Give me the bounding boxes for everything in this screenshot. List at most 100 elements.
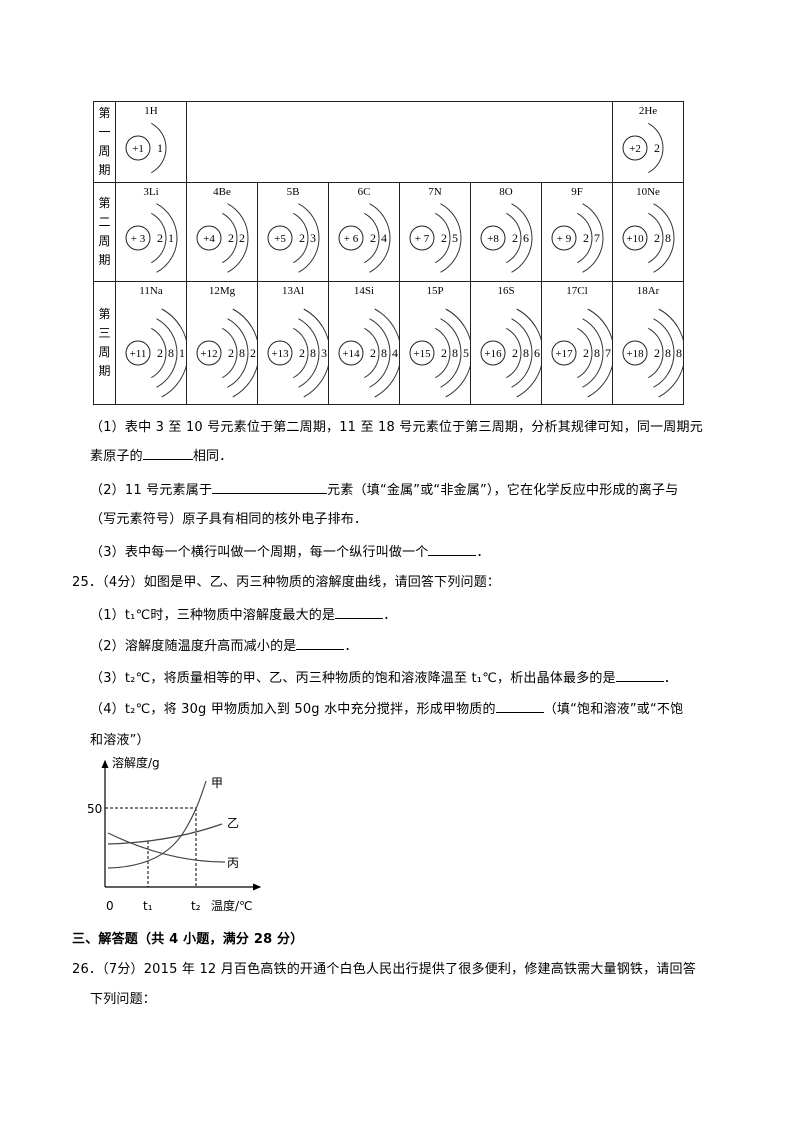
atom-structure-diagram: +2 2 [622,122,664,174]
electron-count: 5 [463,346,469,360]
answer-blank[interactable] [212,480,328,494]
nuclear-charge: + 9 [557,233,572,245]
atom-structure-diagram: +10 2 8 [622,203,675,273]
electron-count: 2 [370,231,376,245]
q25-sub2: （2）溶解度随温度升高而减小的是 ． [90,635,358,654]
element-symbol: 18Ar [636,285,660,297]
element-symbol: 9F [571,186,583,198]
nuclear-charge: +17 [555,348,573,360]
nucleus-circle [409,225,435,251]
electron-count: 8 [168,346,174,360]
answer-blank[interactable] [428,542,477,556]
text: （2）溶解度随温度升高而减小的是 [90,639,297,654]
q24-part1-cont: 素原子的 相同． [90,445,232,464]
element-symbol: 15P [426,285,444,297]
element-cell: 8O +8 2 6 [470,182,542,282]
answer-blank[interactable] [495,699,544,713]
answer-blank[interactable] [335,605,384,619]
char: 三 [98,326,111,340]
nuclear-charge: +10 [626,233,644,245]
period-label-1: 第一周期 [93,101,116,183]
text: 相同． [192,449,233,464]
element-symbol: 1H [144,105,158,117]
nucleus-circle [196,225,222,251]
nuclear-charge: +13 [271,348,289,360]
electron-shell-arc [648,327,664,379]
nucleus-circle [267,340,293,366]
nuclear-charge: +15 [413,348,431,360]
answer-blank[interactable] [615,668,664,682]
element-symbol: 5B [286,186,300,198]
element-cell: 5B +5 2 3 [257,182,329,282]
nucleus-circle [622,225,648,251]
element-symbol: 14Si [353,285,375,297]
char: 周 [98,234,111,248]
label-bing: 丙 [227,856,239,870]
periodic-table: 第一周期 1H +1 1 2He +2 2 第二周期 3Li + 3 2 1 4Be +4 2 2 5B… [93,101,684,405]
char: 第 [98,196,111,210]
element-cell: 4Be +4 2 2 [186,182,258,282]
origin-label: 0 [106,899,114,913]
electron-count: 6 [523,231,529,245]
electron-shell-arc [293,327,309,379]
q25-sub1: （1）t₁℃时，三种物质中溶解度最大的是 ． [90,604,396,623]
electron-shell-arc [222,327,238,379]
nucleus-circle [338,340,364,366]
char: 期 [98,253,111,267]
electron-count: 2 [157,231,163,245]
atom-structure-diagram: +12 2 8 2 [196,308,257,398]
electron-count: 8 [310,346,316,360]
electron-count: 4 [381,231,387,245]
electron-shell-arc [298,203,320,273]
element-cell: 18Ar +18 2 8 8 [612,281,684,405]
electron-shell-arc [298,318,320,388]
atom-structure-diagram: +1 1 [125,122,167,174]
text: （3）表中每一个横行叫做一个周期，每一个纵行叫做一个 [90,545,429,560]
q24-part2: （2）11 号元素属于 元素（填“金属”或“非金属”），它在化学反应中形成的离子与 [90,479,678,498]
electron-shell-arc [516,308,541,398]
solubility-figure: 溶解度/g 50 0 t₁ t₂ 温度/℃ 甲 乙 丙 [87,755,262,913]
nuclear-charge: +18 [626,348,644,360]
electron-shell-arc [506,327,522,379]
electron-count: 7 [594,231,600,245]
label-jia: 甲 [211,776,223,790]
electron-count: 8 [381,346,387,360]
electron-shell-arc [582,318,604,388]
electron-count: 1 [168,231,174,245]
text: （填“饱和溶液”或“不饱 [543,702,684,717]
electron-shell-arc [303,308,328,398]
electron-shell-arc [156,203,178,273]
element-cell: 17Cl +17 2 8 7 [541,281,613,405]
electron-count: 8 [665,231,671,245]
answer-blank[interactable] [296,636,345,650]
electron-shell-arc [227,318,249,388]
element-cell: 2He +2 2 [612,101,684,183]
answer-blank[interactable] [142,446,193,460]
electron-count: 5 [452,231,458,245]
electron-count: 8 [676,346,682,360]
curve-jia [107,780,207,869]
electron-count: 2 [512,231,518,245]
q25-title: 25．（4分）如图是甲、乙、丙三种物质的溶解度曲线，请回答下列问题： [72,575,501,590]
nucleus-circle [125,340,151,366]
electron-shell-arc [445,308,470,398]
element-symbol: 2He [638,105,658,117]
element-cell: 11Na +11 2 8 1 [115,281,187,405]
electron-count: 2 [583,346,589,360]
element-cell: 15P +15 2 8 5 [399,281,471,405]
element-cell: 16S +16 2 8 6 [470,281,542,405]
electron-count: 8 [239,346,245,360]
element-symbol: 13Al [282,285,304,297]
electron-count: 2 [654,346,660,360]
electron-shell-arc [653,318,675,388]
q24-part2-cont: （写元素符号）原子具有相同的核外电子排布． [90,512,368,527]
element-cell: 10Ne +10 2 8 [612,182,684,282]
nuclear-charge: +4 [203,233,215,245]
atom-structure-diagram: +14 2 8 4 [338,308,399,398]
electron-shell-arc [293,212,309,264]
electron-count: 2 [299,346,305,360]
